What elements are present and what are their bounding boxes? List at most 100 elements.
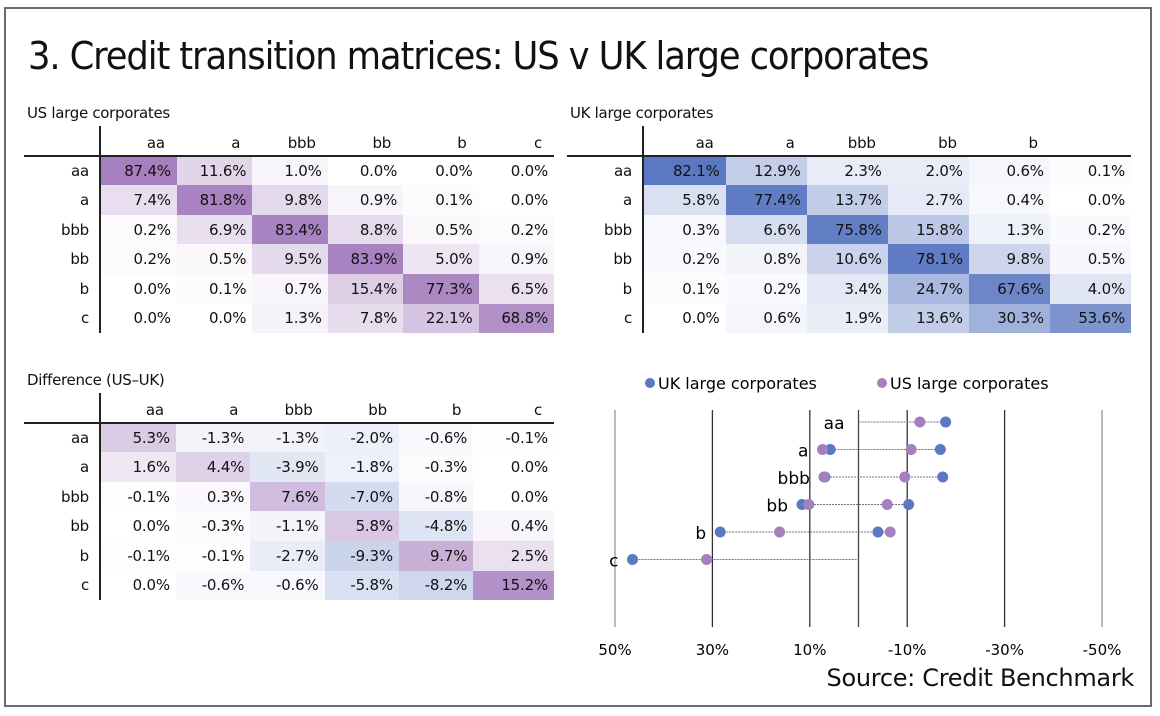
column-header: b <box>398 393 474 424</box>
row-header: b <box>24 273 101 304</box>
matrix-cell: 2.5% <box>473 540 554 571</box>
downgrade-point <box>914 416 926 428</box>
legend-label: US large corporates <box>890 374 1049 393</box>
category-label: aa <box>824 414 845 434</box>
matrix-cell: 0.0% <box>643 303 726 334</box>
matrix-cell: 0.3% <box>643 214 726 245</box>
column-header: b <box>403 126 479 157</box>
upgrade-point <box>774 526 786 538</box>
matrix-row: a 5.8% 77.4% 13.7% 2.7% 0.4% 0.0% <box>567 185 1131 215</box>
matrix-cell: -1.1% <box>250 511 325 541</box>
matrix-cell: 6.5% <box>478 273 554 304</box>
upgrade-point <box>714 526 726 538</box>
matrix-cell: 7.8% <box>327 303 404 334</box>
matrix-cell: 0.0% <box>478 185 554 215</box>
row-header: aa <box>24 155 101 186</box>
matrix-cell: 0.7% <box>252 273 328 304</box>
matrix-cell: 0.9% <box>478 244 554 274</box>
matrix-cell: 78.1% <box>887 244 969 274</box>
matrix-corner <box>24 393 101 424</box>
matrix-cell: -0.1% <box>100 481 176 512</box>
category-label: b <box>695 524 706 544</box>
matrix-cell: 1.0% <box>252 155 328 186</box>
matrix-cell: 3.4% <box>806 273 888 304</box>
row-header: c <box>567 303 644 334</box>
matrix-cell: 0.0% <box>100 303 177 334</box>
row-header: a <box>24 452 101 482</box>
column-header: a <box>725 126 807 157</box>
matrix-row: bbb 0.3% 6.6% 75.8% 15.8% 1.3% 0.2% <box>567 214 1131 245</box>
matrix-corner <box>24 126 101 157</box>
legend-label: UK large corporates <box>658 374 817 393</box>
matrix-cell: 13.7% <box>806 185 888 215</box>
matrix-cell: 2.3% <box>806 155 888 186</box>
matrix-cell: 0.9% <box>327 185 404 215</box>
matrix-cell: 4.4% <box>175 452 251 482</box>
figure-frame <box>4 7 1152 707</box>
matrix-cell: 77.3% <box>403 273 479 304</box>
downgrade-point <box>872 526 884 538</box>
matrix-cell: 5.0% <box>403 244 479 274</box>
matrix-cell: -3.9% <box>250 452 325 482</box>
matrix-cell: -0.8% <box>398 481 474 512</box>
matrix-cell: 0.0% <box>176 303 253 334</box>
matrix-cell: 0.2% <box>1049 214 1131 245</box>
downgrade-point <box>940 416 952 428</box>
matrix-cell: -9.3% <box>324 540 399 571</box>
row-header: bbb <box>24 214 101 245</box>
row-header: c <box>24 570 101 601</box>
matrix-cell: 77.4% <box>725 185 807 215</box>
matrix-cell: 7.4% <box>100 185 177 215</box>
matrix-cell: 8.8% <box>327 214 404 245</box>
matrix-row: a 7.4% 81.8% 9.8% 0.9% 0.1% 0.0% <box>24 185 554 215</box>
x-tick-label: 10% <box>793 641 826 659</box>
matrix-cell: 83.9% <box>327 244 404 274</box>
matrix-cell: 0.0% <box>1049 185 1131 215</box>
matrix-cell: 9.8% <box>252 185 328 215</box>
matrix-cell: 75.8% <box>806 214 888 245</box>
matrix-row: aa 82.1% 12.9% 2.3% 2.0% 0.6% 0.1% <box>567 155 1131 186</box>
row-header: bb <box>567 244 644 274</box>
row-header: aa <box>24 422 101 453</box>
matrix-cell: 0.5% <box>403 214 479 245</box>
column-header <box>1049 126 1131 157</box>
matrix-cell: 15.2% <box>473 570 554 601</box>
matrix-cell: 0.8% <box>725 244 807 274</box>
matrix-cell: 0.5% <box>176 244 253 274</box>
column-header: aa <box>100 126 177 157</box>
row-header: bbb <box>567 214 644 245</box>
matrix-row: aa 5.3% -1.3% -1.3% -2.0% -0.6% -0.1% <box>24 422 554 453</box>
matrix-cell: 6.9% <box>176 214 253 245</box>
downgrade-point <box>937 471 949 483</box>
matrix-cell: 0.2% <box>100 244 177 274</box>
row-header: a <box>24 185 101 215</box>
matrix-cell: 53.6% <box>1049 303 1131 334</box>
matrix-row: c 0.0% -0.6% -0.6% -5.8% -8.2% 15.2% <box>24 570 554 601</box>
matrix-cell: -1.8% <box>324 452 399 482</box>
matrix-row: c 0.0% 0.0% 1.3% 7.8% 22.1% 68.8% <box>24 303 554 334</box>
matrix-cell: 0.5% <box>1049 244 1131 274</box>
matrix-cell: 2.7% <box>887 185 969 215</box>
matrix-cell: 24.7% <box>887 273 969 304</box>
matrix-cell: 0.2% <box>478 214 554 245</box>
matrix-cell: 0.2% <box>725 273 807 304</box>
matrix-cell: 5.8% <box>643 185 726 215</box>
column-header: bb <box>327 126 404 157</box>
row-header: aa <box>567 155 644 186</box>
downgrade-point <box>881 499 893 510</box>
matrix-cell: 1.3% <box>968 214 1050 245</box>
matrix-cell: 11.6% <box>176 155 253 186</box>
matrix-cell: -0.6% <box>250 570 325 601</box>
matrix-cell: 0.0% <box>100 273 177 304</box>
matrix-cell: 68.8% <box>478 303 554 334</box>
matrix-row: bb 0.0% -0.3% -1.1% 5.8% -4.8% 0.4% <box>24 511 554 541</box>
category-label: a <box>798 442 808 462</box>
matrix-cell: 5.8% <box>324 511 399 541</box>
category-label: c <box>609 552 618 572</box>
matrix-cell: 0.4% <box>473 511 554 541</box>
us-matrix-table: aa a bbb bb b c aa 87.4% 11.6% 1.0% 0.0% 0.0% 0.0% a 7… <box>24 126 554 334</box>
row-header: bbb <box>24 481 101 512</box>
matrix-cell: 6.6% <box>725 214 807 245</box>
matrix-cell: -0.6% <box>175 570 251 601</box>
matrix-cell: -1.3% <box>250 422 325 453</box>
